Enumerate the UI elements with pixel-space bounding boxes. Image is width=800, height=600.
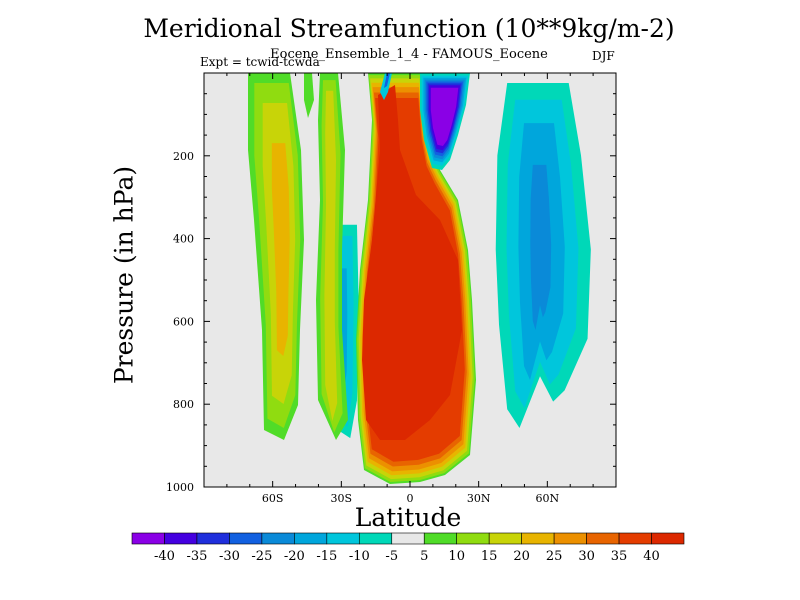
colorbar-box — [651, 532, 685, 545]
nh-subtropical-negative-cell-level-7 — [430, 87, 459, 146]
colorbar-box — [164, 532, 198, 545]
colorbar-box — [586, 532, 620, 545]
y-tick-label: 400 — [173, 233, 194, 246]
x-tick-label: 60N — [536, 492, 560, 505]
chart-title: Meridional Streamfunction (10**9kg/m-2) — [143, 14, 675, 43]
y-tick-label: 1000 — [166, 481, 194, 494]
colorbar-box — [358, 532, 393, 545]
colorbar: -40 -35 -30 -25 -20 -15 -10 -5 5 10 15 20 25 30 35 40 — [131, 532, 685, 564]
colorbar-label: -25 — [251, 549, 272, 564]
colorbar-label: -15 — [316, 549, 337, 564]
colorbar-box — [326, 532, 360, 545]
tropical-cell-core — [362, 85, 462, 440]
x-tick-label: 60S — [262, 492, 284, 505]
contour-layer — [248, 73, 602, 484]
sh-highlat-cell-level-3 — [271, 143, 290, 356]
colorbar-label: 35 — [611, 549, 628, 564]
colorbar-label: 30 — [578, 549, 595, 564]
colorbar-label: 15 — [481, 549, 498, 564]
nh-midlat-negative-cell-level-4 — [530, 164, 552, 330]
colorbar-label: 40 — [643, 549, 660, 564]
x-tick-label: 30N — [467, 492, 491, 505]
colorbar-label: 25 — [546, 549, 563, 564]
colorbar-box — [488, 532, 522, 545]
colorbar-label: -40 — [154, 549, 175, 564]
equatorial-negative-core — [384, 73, 390, 88]
colorbar-box — [456, 532, 490, 545]
contour-fields — [204, 73, 616, 487]
colorbar-box — [131, 532, 165, 545]
x-tick-label: 0 — [407, 492, 414, 505]
colorbar-label: -10 — [349, 549, 370, 564]
x-tick-label: 30S — [331, 492, 353, 505]
colorbar-box — [618, 532, 652, 545]
colorbar-box — [553, 532, 587, 545]
colorbar-box — [294, 532, 328, 545]
colorbar-label: 5 — [420, 549, 428, 564]
colorbar-box — [521, 532, 555, 545]
colorbar-box — [261, 532, 295, 545]
plot-axes: 60S 30S 0 30N 60N 200 400 600 800 1000 — [166, 72, 617, 505]
colorbar-box — [423, 532, 458, 545]
colorbar-label: -35 — [186, 549, 207, 564]
colorbar-box — [229, 532, 263, 545]
colorbar-label: -30 — [219, 549, 240, 564]
colorbar-label: 10 — [448, 549, 465, 564]
chart-subtitle: Eocene_Ensemble_1_4 - FAMOUS_Eocene — [270, 47, 548, 62]
y-tick-label: 200 — [173, 150, 194, 163]
experiment-label: Expt = tcwid-tcwda — [200, 55, 320, 69]
y-tick-label: 600 — [173, 315, 194, 328]
colorbar-label: -20 — [284, 549, 305, 564]
x-axis-label: Latitude — [354, 503, 462, 532]
sh-positive-arm-level-2 — [324, 90, 338, 421]
colorbar-box — [196, 532, 230, 545]
colorbar-box — [391, 532, 425, 545]
season-label: DJF — [592, 49, 615, 63]
y-tick-label: 800 — [173, 398, 194, 411]
sh-small-positive-patch — [304, 73, 314, 118]
colorbar-label: 20 — [513, 549, 530, 564]
colorbar-label: -5 — [385, 549, 398, 564]
